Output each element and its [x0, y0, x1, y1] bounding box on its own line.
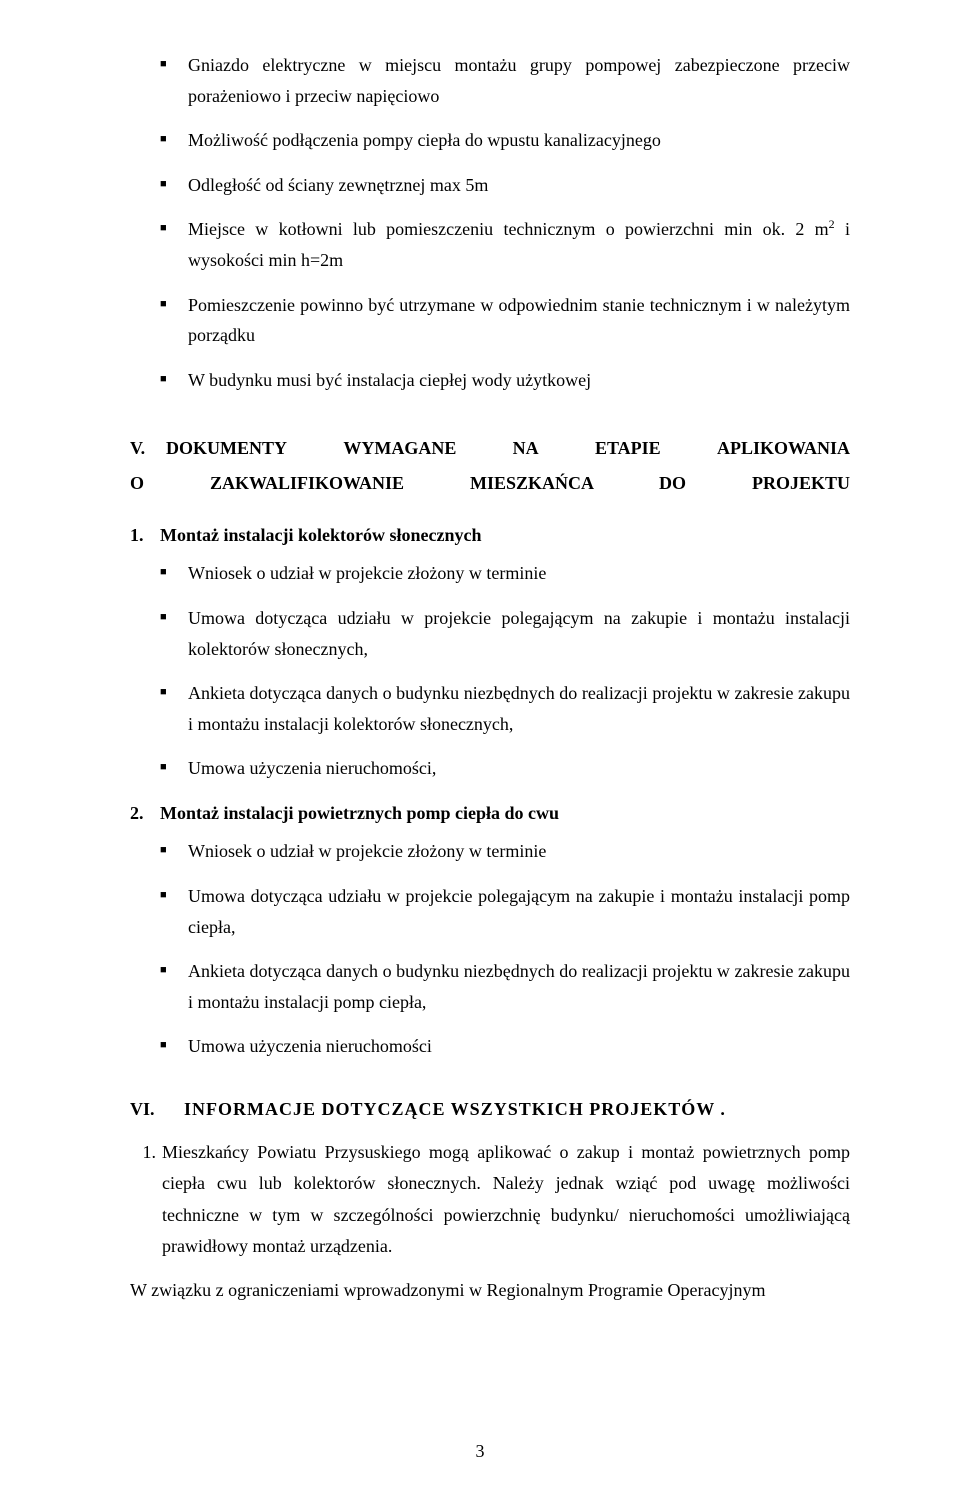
bullet-list-1: Wniosek o udział w projekcie złożony w t…	[160, 558, 850, 784]
section-vi-heading: VI.INFORMACJE DOTYCZĄCE WSZYSTKICH PROJE…	[130, 1094, 850, 1125]
list-item: Ankieta dotycząca danych o budynku niezb…	[160, 956, 850, 1017]
section-title: DOKUMENTY WYMAGANE NA ETAPIE APLIKOWANIA…	[130, 438, 850, 492]
page-number: 3	[0, 1441, 960, 1462]
item-title: Montaż instalacji kolektorów słonecznych	[160, 525, 481, 545]
section-title: INFORMACJE DOTYCZĄCE WSZYSTKICH PROJEKTÓ…	[184, 1099, 726, 1119]
item-number: 2.	[130, 798, 160, 829]
list-item: Odległość od ściany zewnętrznej max 5m	[160, 170, 850, 201]
list-item: Pomieszczenie powinno być utrzymane w od…	[160, 290, 850, 351]
section-roman: VI.	[130, 1094, 184, 1125]
section-roman: V.	[130, 431, 166, 465]
list-item: W budynku musi być instalacja ciepłej wo…	[160, 365, 850, 396]
list-item: Umowa użyczenia nieruchomości,	[160, 753, 850, 784]
item-title: Montaż instalacji powietrznych pomp ciep…	[160, 803, 559, 823]
closing-line: W związku z ograniczeniami wprowadzonymi…	[130, 1275, 850, 1307]
section-v-heading: V.DOKUMENTY WYMAGANE NA ETAPIE APLIKOWAN…	[130, 431, 850, 499]
vi-paragraph-1: 1.Mieszkańcy Powiatu Przysuskiego mogą a…	[162, 1137, 850, 1263]
list-item: Umowa dotycząca udziału w projekcie pole…	[160, 881, 850, 942]
item-number: 1.	[130, 520, 160, 551]
item-number: 1.	[128, 1137, 156, 1169]
list-item: Miejsce w kotłowni lub pomieszczeniu tec…	[160, 214, 850, 275]
list-item: Umowa dotycząca udziału w projekcie pole…	[160, 603, 850, 664]
list-item: Wniosek o udział w projekcie złożony w t…	[160, 836, 850, 867]
list-item: Umowa użyczenia nieruchomości	[160, 1031, 850, 1062]
list-item: Ankieta dotycząca danych o budynku niezb…	[160, 678, 850, 739]
bullet-list-2: Wniosek o udział w projekcie złożony w t…	[160, 836, 850, 1062]
top-bullet-list: Gniazdo elektryczne w miejscu montażu gr…	[160, 50, 850, 395]
list-item: Możliwość podłączenia pompy ciepła do wp…	[160, 125, 850, 156]
list-item: Gniazdo elektryczne w miejscu montażu gr…	[160, 50, 850, 111]
numbered-heading-2: 2.Montaż instalacji powietrznych pomp ci…	[130, 798, 850, 829]
paragraph-text: Mieszkańcy Powiatu Przysuskiego mogą apl…	[162, 1142, 850, 1257]
list-item: Wniosek o udział w projekcie złożony w t…	[160, 558, 850, 589]
numbered-heading-1: 1.Montaż instalacji kolektorów słoneczny…	[130, 520, 850, 551]
